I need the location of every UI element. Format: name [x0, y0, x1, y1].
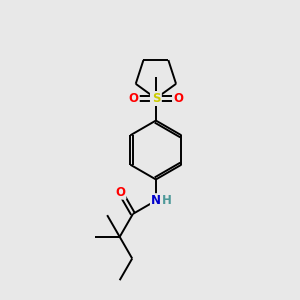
- Text: N: N: [151, 194, 161, 207]
- Text: N: N: [151, 92, 161, 105]
- Text: H: H: [162, 194, 172, 207]
- Text: O: O: [129, 92, 139, 105]
- Text: O: O: [173, 92, 183, 105]
- Text: S: S: [152, 92, 160, 105]
- Text: O: O: [116, 186, 125, 199]
